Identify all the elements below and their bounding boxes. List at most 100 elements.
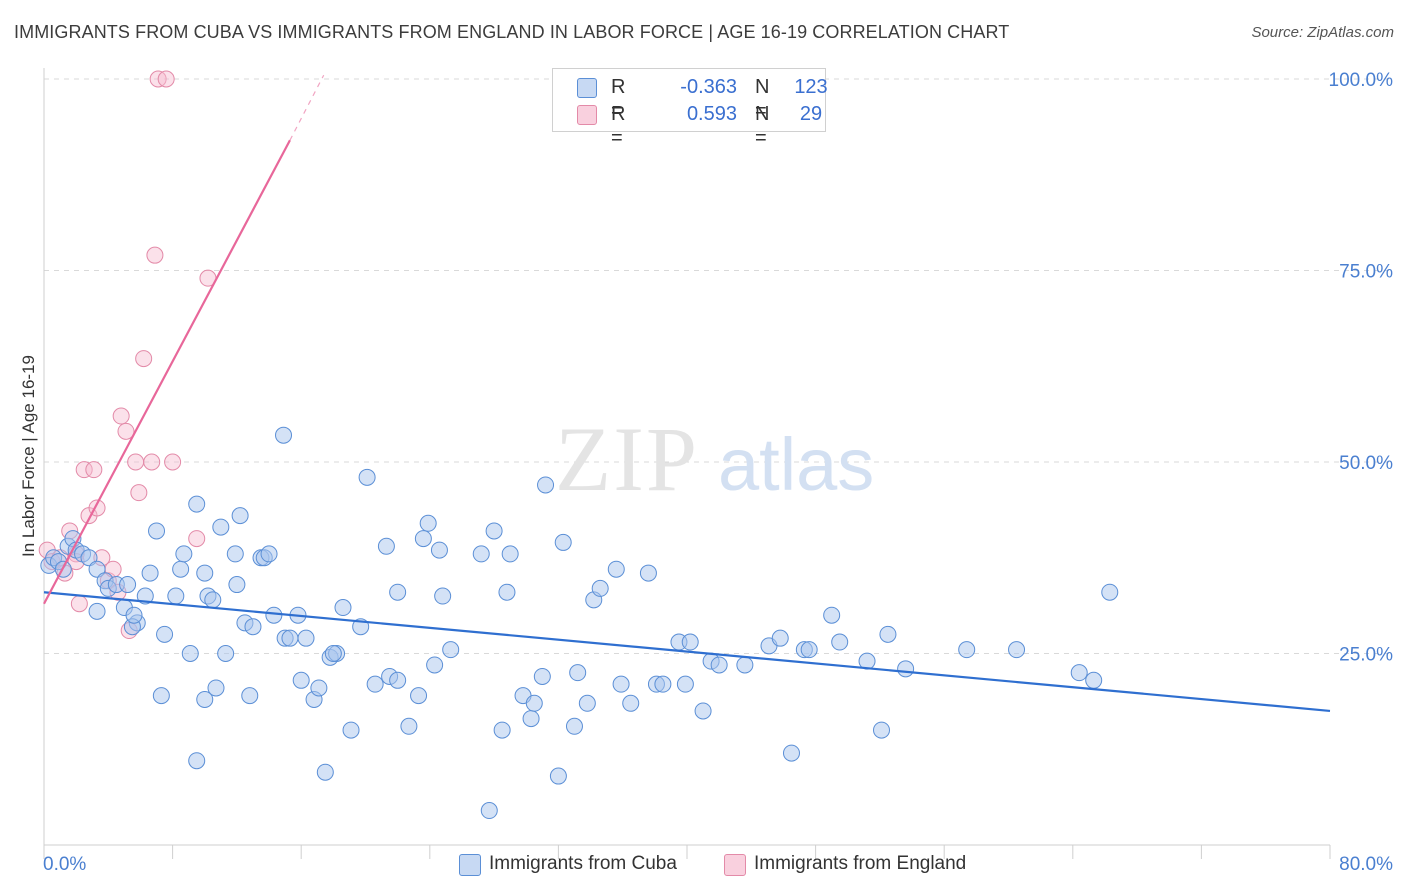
x-tick-label-min: 0.0% — [43, 854, 86, 875]
cuba-point — [141, 564, 159, 582]
x-tick-label-max: 80.0% — [1339, 854, 1393, 875]
cuba-point — [549, 767, 567, 785]
watermark-atlas: atlas — [718, 423, 874, 506]
cuba-point — [181, 645, 199, 662]
cuba-point — [342, 721, 360, 739]
cuba-point — [217, 645, 235, 662]
england-n-value: 29 — [799, 103, 823, 125]
england-point — [157, 70, 175, 88]
cuba-point — [172, 560, 190, 578]
cuba-point — [334, 599, 352, 617]
cuba-point — [525, 694, 543, 712]
cuba-point — [207, 679, 225, 697]
cuba-point — [958, 641, 976, 659]
england-swatch — [577, 105, 597, 125]
cuba-point — [212, 518, 230, 536]
england-point — [112, 407, 130, 425]
y-tick-label-1: 75.0% — [1339, 262, 1393, 283]
cuba-points — [40, 426, 1119, 820]
cuba-point — [800, 641, 818, 659]
trend-lines — [43, 74, 1331, 713]
chart-title: IMMIGRANTS FROM CUBA VS IMMIGRANTS FROM … — [14, 22, 1010, 42]
cuba-point — [694, 702, 712, 720]
cuba-point — [358, 468, 376, 486]
cuba-point — [228, 576, 246, 594]
gridlines — [44, 78, 1393, 654]
cuba-point — [88, 602, 106, 620]
y-tick-label-3: 25.0% — [1339, 645, 1393, 666]
cuba-point — [782, 744, 800, 762]
axes — [43, 68, 1331, 859]
cuba-point — [771, 629, 789, 647]
cuba-point — [196, 690, 214, 708]
cuba-point — [426, 656, 444, 674]
england-point — [146, 246, 164, 264]
cuba-point — [897, 660, 915, 678]
cuba-point — [167, 587, 185, 605]
cuba-trend-line — [43, 591, 1331, 713]
stats-legend: R = -0.363 N = 123 R = 0.593 N = 29 — [552, 68, 828, 149]
cuba-point — [565, 717, 583, 735]
cuba-point — [125, 606, 143, 624]
england-point — [70, 595, 88, 613]
y-tick-label-0: 100.0% — [1329, 70, 1394, 91]
cuba-point — [736, 656, 754, 674]
england-r-label: R = — [611, 103, 626, 149]
y-tick-label-2: 50.0% — [1339, 453, 1393, 474]
cuba-point — [654, 675, 672, 693]
cuba-point — [275, 426, 293, 444]
cuba-point — [639, 564, 657, 582]
england-point — [75, 461, 93, 479]
cuba-point — [400, 717, 418, 735]
england-n-label: N = — [755, 103, 770, 149]
cuba-point — [501, 545, 519, 563]
cuba-point — [498, 583, 516, 601]
england-legend-label: Immigrants from England — [754, 853, 967, 874]
cuba-n-value: 123 — [794, 76, 828, 98]
cuba-point — [281, 629, 299, 647]
cuba-point — [244, 618, 262, 636]
cuba-point — [873, 721, 891, 739]
cuba-point — [569, 664, 587, 682]
cuba-point — [156, 625, 174, 643]
cuba-point — [152, 687, 170, 705]
cuba-point — [554, 533, 572, 551]
cuba-r-label: R = — [611, 76, 626, 122]
cuba-legend-label: Immigrants from Cuba — [489, 853, 677, 874]
cuba-point — [324, 645, 342, 662]
cuba-point — [823, 606, 841, 624]
cuba-point — [1085, 671, 1103, 689]
cuba-n-label: N = — [755, 76, 770, 122]
cuba-point — [188, 495, 206, 513]
cuba-point — [434, 587, 452, 605]
cuba-point — [119, 576, 137, 594]
cuba-point — [485, 522, 503, 540]
cuba-point — [196, 564, 214, 582]
cuba-point — [265, 606, 283, 624]
cuba-point — [578, 694, 596, 712]
cuba-point — [414, 530, 432, 548]
england-point — [130, 484, 148, 502]
cuba-point — [175, 545, 193, 563]
cuba-point — [316, 763, 334, 781]
cuba-swatch — [577, 78, 597, 98]
cuba-point — [297, 629, 315, 647]
england-point — [127, 453, 145, 471]
cuba-point — [681, 633, 699, 651]
source-label[interactable]: Source: ZipAtlas.com — [1251, 24, 1394, 41]
cuba-point — [310, 679, 328, 697]
cuba-point — [389, 671, 407, 689]
cuba-point — [533, 667, 551, 685]
cuba-point — [612, 675, 630, 693]
cuba-point — [148, 522, 166, 540]
cuba-point — [442, 641, 460, 659]
cuba-point — [410, 687, 428, 705]
y-axis-label: In Labor Force | Age 16-19 — [19, 355, 38, 557]
england-point — [117, 422, 135, 440]
england-point — [143, 453, 161, 471]
england-legend-swatch — [724, 854, 746, 876]
england-trend-line — [43, 139, 291, 605]
cuba-point — [136, 587, 154, 605]
cuba-point — [472, 545, 490, 563]
